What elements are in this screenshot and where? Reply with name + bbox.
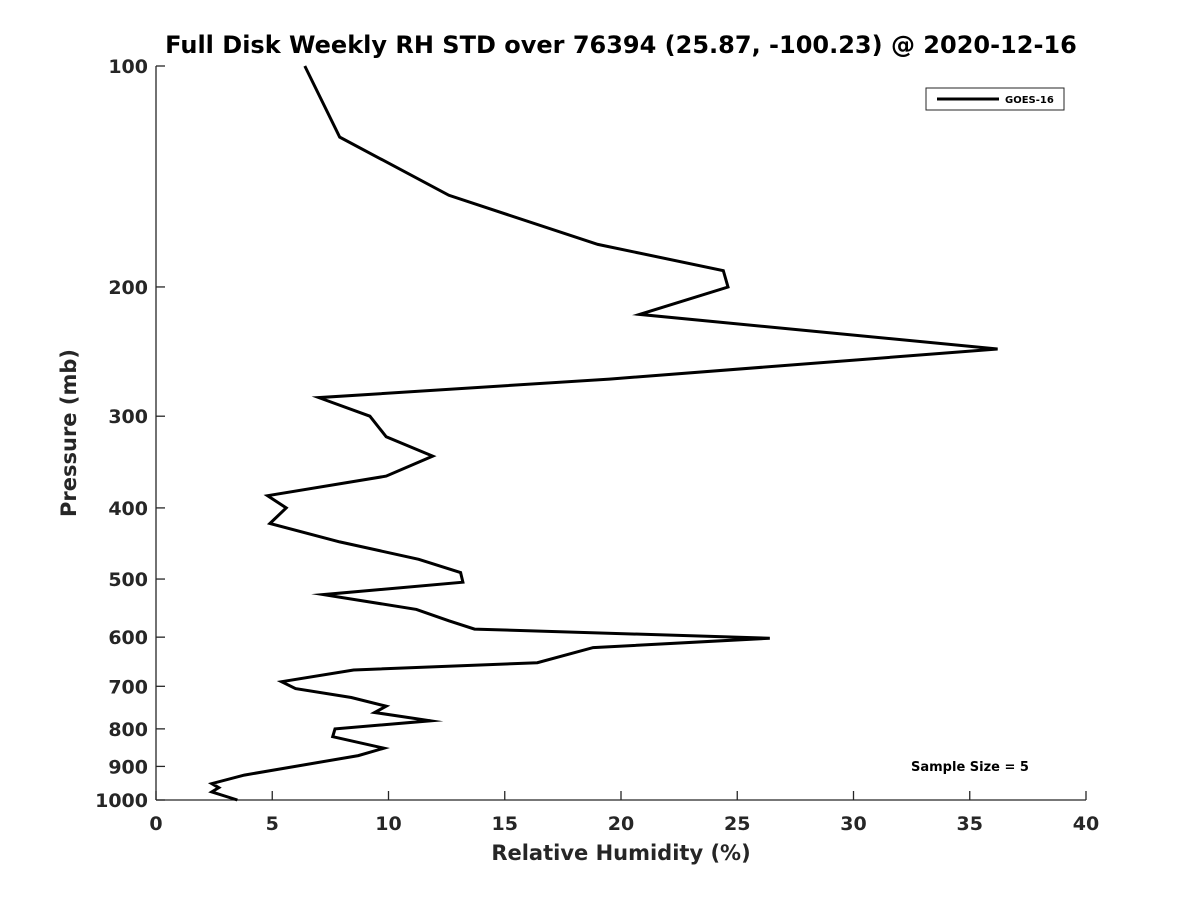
legend: GOES-16 xyxy=(925,87,1065,111)
x-ticks: 0 5 10 15 20 25 30 35 40 xyxy=(149,791,1099,835)
legend-label-goes-16: GOES-16 xyxy=(1005,95,1054,106)
x-tick-label-5: 5 xyxy=(266,813,279,835)
series-layer xyxy=(207,65,998,802)
series-line-goes-16 xyxy=(207,65,998,802)
x-tick-label-40: 40 xyxy=(1073,813,1099,835)
x-tick-label-30: 30 xyxy=(840,813,866,835)
sample-size-annotation: Sample Size = 5 xyxy=(911,760,1029,775)
x-axis-label: Relative Humidity (%) xyxy=(491,841,750,865)
x-tick-label-15: 15 xyxy=(492,813,518,835)
y-tick-label-400: 400 xyxy=(108,498,148,520)
y-tick-label-900: 900 xyxy=(108,756,148,778)
chart-title: Full Disk Weekly RH STD over 76394 (25.8… xyxy=(165,31,1077,59)
y-tick-label-700: 700 xyxy=(108,676,148,698)
y-tick-label-800: 800 xyxy=(108,719,148,741)
y-tick-label-600: 600 xyxy=(108,627,148,649)
x-tick-label-20: 20 xyxy=(608,813,634,835)
y-tick-label-300: 300 xyxy=(108,406,148,428)
y-ticks: 100 200 300 400 500 600 700 800 900 1000 xyxy=(95,56,165,812)
x-tick-label-35: 35 xyxy=(957,813,983,835)
x-tick-label-0: 0 xyxy=(149,813,162,835)
x-tick-label-25: 25 xyxy=(724,813,750,835)
y-tick-label-100: 100 xyxy=(108,56,148,78)
y-axis-label: Pressure (mb) xyxy=(57,349,81,517)
y-tick-label-1000: 1000 xyxy=(95,790,148,812)
x-tick-label-10: 10 xyxy=(375,813,401,835)
y-tick-label-500: 500 xyxy=(108,569,148,591)
y-tick-label-200: 200 xyxy=(108,277,148,299)
